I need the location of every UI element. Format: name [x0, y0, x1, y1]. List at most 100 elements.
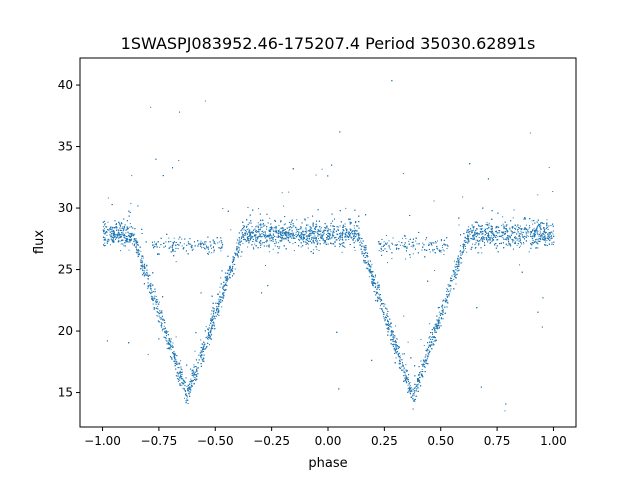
data-point: [265, 228, 267, 230]
data-point: [519, 245, 521, 247]
data-point: [125, 232, 127, 234]
data-point: [261, 243, 263, 245]
data-point: [103, 224, 105, 226]
data-point: [321, 236, 323, 238]
data-point: [217, 293, 219, 295]
data-point: [193, 376, 195, 378]
data-point: [535, 231, 537, 233]
data-point: [356, 225, 358, 227]
data-point: [177, 374, 179, 376]
data-point: [227, 278, 229, 280]
data-point: [307, 224, 309, 226]
data-point: [551, 235, 553, 237]
data-point: [278, 242, 280, 244]
data-point: [477, 252, 479, 254]
data-point: [205, 347, 207, 349]
data-point: [251, 232, 253, 234]
data-point: [107, 240, 109, 242]
data-point: [443, 253, 445, 255]
data-point: [399, 355, 401, 357]
data-point: [120, 236, 122, 238]
data-point: [402, 245, 404, 247]
data-point: [264, 224, 266, 226]
data-point: [345, 236, 347, 238]
data-point: [485, 236, 487, 238]
data-point: [156, 301, 158, 303]
data-point: [321, 227, 323, 229]
data-point: [544, 241, 546, 243]
data-point: [527, 231, 529, 233]
data-point: [539, 230, 541, 232]
data-point: [117, 232, 119, 234]
data-point: [194, 374, 196, 376]
data-point: [265, 245, 267, 247]
data-point: [342, 238, 344, 240]
data-point: [325, 233, 327, 235]
data-point: [254, 243, 256, 245]
data-point: [512, 226, 514, 228]
data-point: [202, 357, 204, 359]
data-point: [518, 246, 520, 248]
data-point: [537, 230, 539, 232]
data-point: [120, 243, 122, 245]
data-point: [213, 251, 215, 253]
data-point: [438, 316, 440, 318]
data-point: [239, 249, 241, 251]
data-point: [307, 217, 309, 219]
data-point: [533, 232, 535, 234]
data-point: [383, 241, 385, 243]
data-point: [361, 243, 363, 245]
data-point: [339, 233, 341, 235]
data-point: [220, 248, 222, 250]
data-point: [341, 239, 343, 241]
data-point: [549, 233, 551, 235]
data-point: [275, 242, 277, 244]
data-point: [150, 292, 152, 294]
data-point: [303, 235, 305, 237]
data-point: [514, 237, 516, 239]
data-point: [313, 249, 315, 251]
data-point: [155, 243, 157, 245]
data-point: [424, 366, 426, 368]
data-point: [256, 238, 258, 240]
data-point: [386, 324, 388, 326]
data-point: [211, 252, 213, 254]
data-point: [114, 234, 116, 236]
data-point: [389, 335, 391, 337]
data-point: [512, 241, 514, 243]
data-point: [388, 325, 390, 327]
data-point: [367, 255, 369, 257]
data-point: [214, 243, 216, 245]
data-point: [236, 239, 238, 241]
data-point: [324, 240, 326, 242]
data-point: [552, 244, 554, 246]
data-point: [190, 381, 192, 383]
data-point: [170, 241, 172, 243]
data-point: [300, 234, 302, 236]
data-point: [186, 244, 188, 246]
data-point: [243, 238, 245, 240]
data-point: [388, 244, 390, 246]
data-point: [173, 355, 175, 357]
data-point: [489, 238, 491, 240]
data-point: [222, 296, 224, 298]
data-point: [202, 246, 204, 248]
data-point: [481, 240, 483, 242]
data-point: [392, 339, 394, 341]
data-point: [189, 391, 191, 393]
data-point: [382, 311, 384, 313]
data-point: [183, 397, 185, 399]
data-point: [447, 296, 449, 298]
data-point: [495, 227, 497, 229]
data-point: [204, 248, 206, 250]
data-point: [330, 233, 332, 235]
data-point: [300, 228, 302, 230]
data-point: [494, 236, 496, 238]
data-point: [454, 276, 456, 278]
data-point: [151, 297, 153, 299]
data-point: [378, 289, 380, 291]
data-point: [150, 288, 152, 290]
data-point: [432, 336, 434, 338]
data-point: [211, 338, 213, 340]
data-point: [314, 226, 316, 228]
